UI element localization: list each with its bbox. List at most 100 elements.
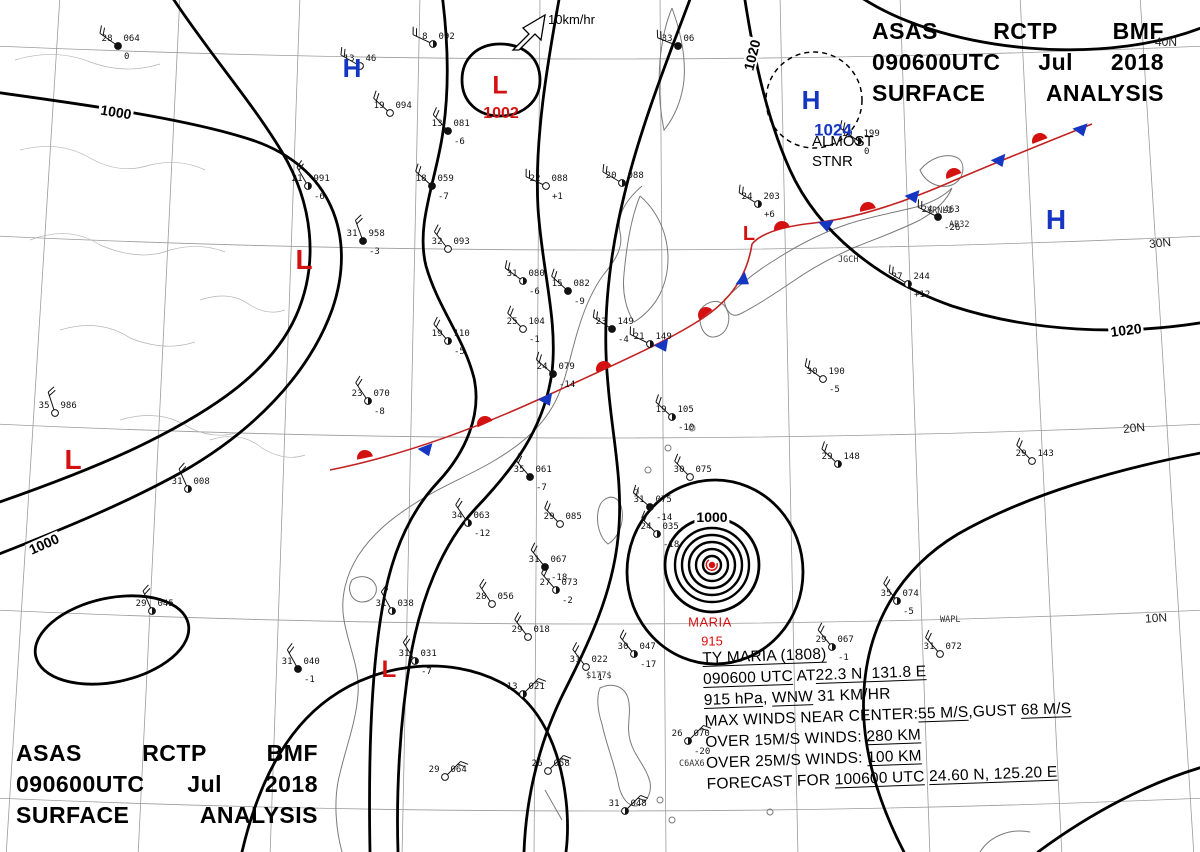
station-tendency: -5 xyxy=(829,385,840,395)
station-temp: 28 xyxy=(476,592,487,602)
warm-front-symbol xyxy=(1032,133,1048,144)
station-plot: 21 991 -6 xyxy=(292,160,330,202)
station-pressure: 991 xyxy=(314,174,330,184)
ship-callsign-label: WAPL xyxy=(940,615,960,625)
wind-barb-feather xyxy=(804,358,808,367)
low-pressure-center: L xyxy=(492,71,508,100)
wind-barb-feather xyxy=(435,319,441,328)
station-pressure: 067 xyxy=(551,555,567,565)
typhoon-info-text: AT xyxy=(792,667,816,685)
station-plot: 30 075 xyxy=(674,453,712,481)
wind-barb-feather xyxy=(596,311,599,320)
station-temp: 24 xyxy=(922,205,933,215)
cold-front-symbol xyxy=(818,220,834,232)
ship-callsign-label: AB32 xyxy=(949,220,969,230)
wind-barb-feather xyxy=(355,375,361,384)
station-tendency: -17 xyxy=(640,660,656,670)
station-half-cover xyxy=(672,413,676,421)
wind-barb-feather xyxy=(180,466,187,473)
station-circle xyxy=(519,325,527,333)
station-pressure: 199 xyxy=(864,129,880,139)
coast-island xyxy=(766,808,774,816)
station-plot: 26 058 xyxy=(532,754,572,775)
isobar-value-label: 1020 xyxy=(1107,320,1145,340)
station-pressure: 022 xyxy=(592,655,608,665)
warm-front-symbol xyxy=(698,307,713,320)
station-circle xyxy=(819,375,827,383)
station-pressure: 038 xyxy=(398,599,414,609)
station-circle xyxy=(564,287,572,295)
station-tendency: -7 xyxy=(421,667,432,677)
station-half-cover xyxy=(758,200,762,208)
isobar-trough-west xyxy=(0,0,312,504)
station-pressure: 094 xyxy=(396,101,412,111)
station-circle xyxy=(294,665,302,673)
station-plot: 35 074 -5 xyxy=(881,576,919,617)
isobar-1020 xyxy=(743,0,1200,332)
coast-hainan xyxy=(349,576,377,603)
wind-barb-feather xyxy=(481,581,487,590)
low-pressure-center: L xyxy=(742,223,756,245)
wind-barb-feather xyxy=(842,122,846,131)
station-circle xyxy=(934,213,942,221)
wind-barb-feather xyxy=(530,542,536,551)
station-pressure: 463 xyxy=(944,205,960,215)
station-plot: 33 06 xyxy=(656,29,695,50)
typhoon-info-underlined: 915 hPa xyxy=(703,689,764,709)
wind-barb-feather xyxy=(824,443,828,452)
low-pressure-center: L xyxy=(295,244,313,275)
station-plot: 19 105 -10 xyxy=(655,394,694,433)
station-temp: 19 xyxy=(842,129,853,139)
station-tendency: -18 xyxy=(551,573,567,583)
station-temp: 35 xyxy=(881,589,892,599)
station-pressure: 105 xyxy=(678,405,694,415)
station-pressure: 06 xyxy=(684,34,695,44)
station-half-cover xyxy=(625,807,629,815)
station-plot: 24 203 +6 xyxy=(738,184,780,220)
station-temp: 31 xyxy=(507,269,518,279)
station-circle xyxy=(549,370,557,378)
station-circle xyxy=(556,520,564,528)
station-circle xyxy=(444,127,452,135)
station-tendency: -3 xyxy=(369,247,380,257)
station-pressure: 244 xyxy=(914,272,930,282)
wind-barb-feather xyxy=(507,262,511,271)
station-pressure: 148 xyxy=(844,452,860,462)
station-temp: 31 xyxy=(924,642,935,652)
wind-barb-feather xyxy=(356,217,363,225)
station-temp: 29 xyxy=(1016,449,1027,459)
isobar-value-label: 1000 xyxy=(694,509,730,525)
station-circle xyxy=(608,325,616,333)
coast-palawan xyxy=(544,789,563,821)
station-plot: 15 082 -9 xyxy=(551,268,590,307)
station-pressure: 149 xyxy=(656,332,672,342)
station-plot: 28 064 0 xyxy=(99,25,140,62)
typhoon-info-underlined: 24.60 N, 125.20 E xyxy=(928,763,1058,786)
isobar-bottomleft-oval xyxy=(33,594,191,686)
station-temp: 19 xyxy=(374,101,385,111)
station-plot: 35 061 -7 xyxy=(514,452,552,493)
high-pressure-center: H xyxy=(1045,204,1067,235)
station-circle xyxy=(444,245,452,253)
wind-barb-feather xyxy=(553,271,558,279)
high-annotation: ALMOST STNR xyxy=(812,132,912,172)
station-tendency: -6 xyxy=(314,192,325,202)
coast-china-indochina xyxy=(335,185,643,852)
station-pressure: 088 xyxy=(552,174,568,184)
station-pressure: 203 xyxy=(764,192,780,202)
warm-front-symbol xyxy=(596,361,612,373)
station-tendency: -6 xyxy=(454,137,465,147)
wind-barb-feather xyxy=(563,754,572,759)
latitude-label: 40N xyxy=(1154,35,1178,49)
wind-barb-feather xyxy=(546,503,551,512)
station-plot: 22 088 +1 xyxy=(525,168,568,202)
wind-barb-feather xyxy=(605,165,608,174)
wind-barb-feather xyxy=(509,308,514,317)
station-plot: 31 022 -1 xyxy=(570,642,608,683)
station-pressure: 110 xyxy=(454,329,470,339)
wind-barb-feather xyxy=(658,396,662,405)
typhoon-center-spiral xyxy=(705,559,718,571)
station-temp: 24 xyxy=(641,522,652,532)
high-annotation-line-1: ALMOST xyxy=(812,133,874,150)
station-temp: 31 xyxy=(529,555,540,565)
